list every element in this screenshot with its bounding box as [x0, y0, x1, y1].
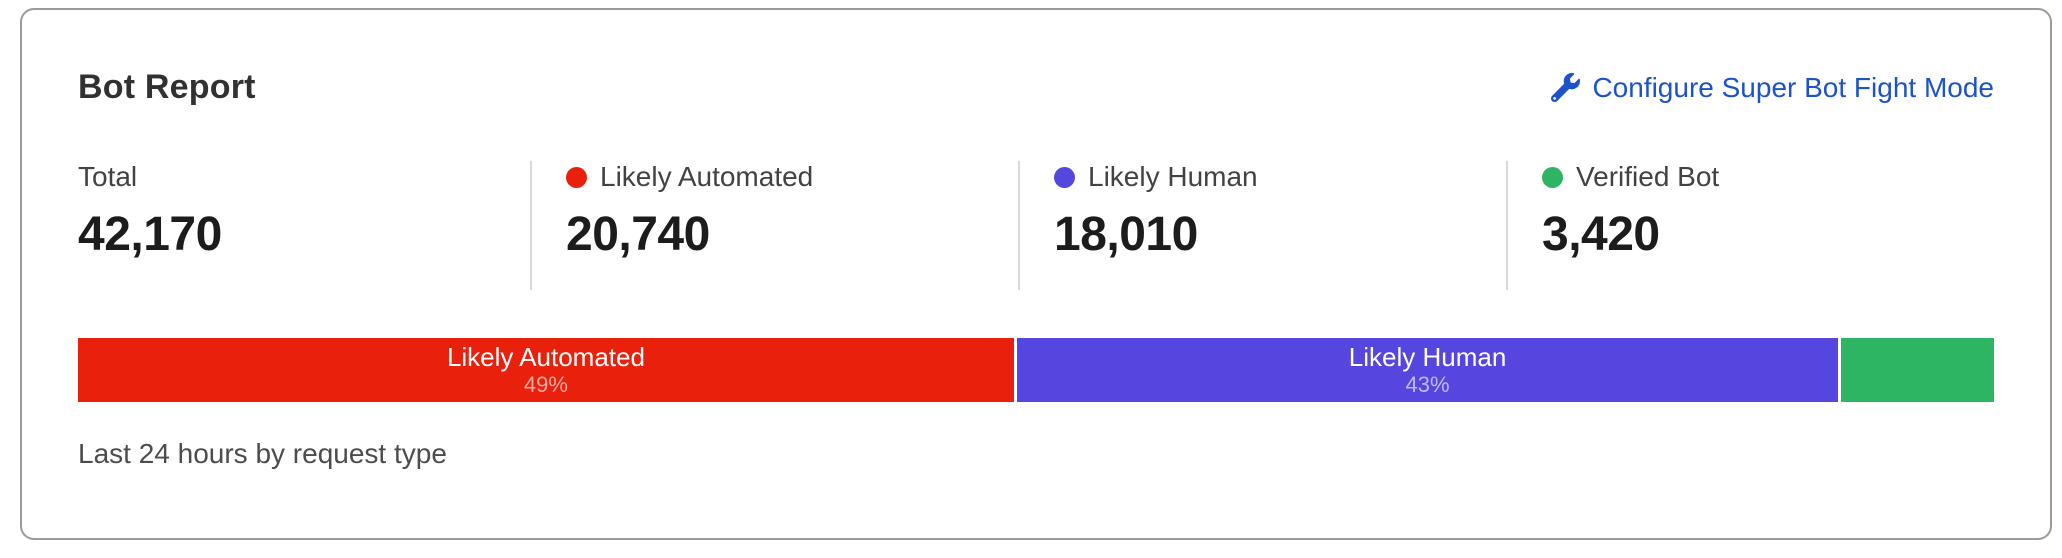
stats-row: Total 42,170 Likely Automated 20,740 Lik… — [78, 161, 1994, 290]
stat-value: 18,010 — [1054, 208, 1198, 261]
configure-link-label: Configure Super Bot Fight Mode — [1592, 71, 1994, 103]
bar-segment-likely-human: Likely Human 43% — [1013, 338, 1839, 402]
wrench-icon — [1551, 73, 1581, 102]
stat-label: Likely Automated — [600, 161, 814, 192]
stat-label: Verified Bot — [1576, 161, 1720, 192]
card-header: Bot Report Configure Super Bot Fight Mod… — [78, 68, 1994, 107]
stat-label: Likely Human — [1088, 161, 1258, 192]
page-title: Bot Report — [78, 68, 256, 106]
stat-likely-automated: Likely Automated 20,740 — [530, 161, 1018, 290]
report-caption: Last 24 hours by request type — [78, 438, 447, 469]
legend-dot-likely-human — [1054, 166, 1075, 188]
stat-value: 42,170 — [78, 208, 222, 261]
stat-value: 3,420 — [1542, 208, 1660, 261]
stat-label: Total — [78, 161, 138, 192]
stat-value: 20,740 — [566, 208, 710, 261]
bar-segment-percent: 43% — [1405, 372, 1450, 397]
configure-super-bot-fight-mode-link[interactable]: Configure Super Bot Fight Mode — [1551, 72, 1994, 104]
stat-likely-human: Likely Human 18,010 — [1018, 161, 1506, 290]
bar-segment-label: Likely Automated — [446, 342, 645, 372]
stat-verified-bot: Verified Bot 3,420 — [1506, 161, 1994, 290]
legend-dot-verified-bot — [1542, 166, 1563, 188]
stat-total: Total 42,170 — [78, 161, 530, 290]
bot-distribution-bar: Likely Automated 49% Likely Human 43% — [78, 338, 1994, 402]
legend-dot-likely-automated — [566, 166, 587, 188]
bot-report-card: Bot Report Configure Super Bot Fight Mod… — [20, 8, 2052, 540]
bar-segment-likely-automated: Likely Automated 49% — [78, 338, 1014, 402]
bar-segment-percent: 49% — [523, 372, 568, 397]
bar-segment-verified-bot — [1838, 338, 1994, 402]
bar-segment-label: Likely Human — [1348, 342, 1507, 372]
